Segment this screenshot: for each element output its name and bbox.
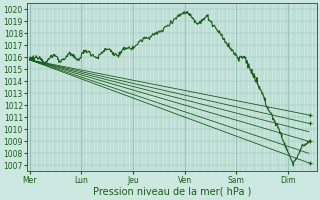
X-axis label: Pression niveau de la mer( hPa ): Pression niveau de la mer( hPa ) — [92, 187, 251, 197]
